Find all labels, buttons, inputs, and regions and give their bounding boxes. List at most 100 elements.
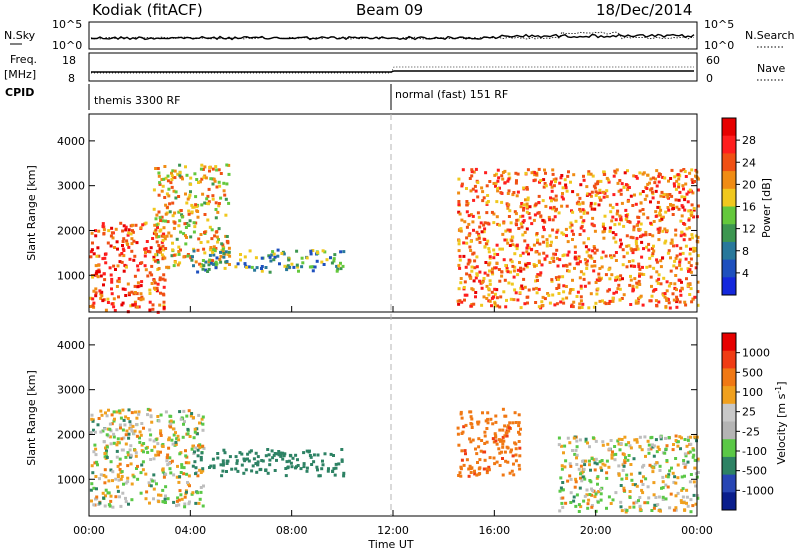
data-cell [590, 505, 594, 509]
data-cell [167, 265, 171, 269]
data-cell [555, 207, 558, 211]
data-cell [315, 465, 319, 469]
data-cell [559, 486, 563, 490]
data-cell [584, 439, 588, 443]
data-cell [541, 199, 545, 203]
data-cell [576, 193, 580, 197]
data-cell [161, 467, 165, 471]
data-cell [465, 241, 469, 245]
data-cell [94, 271, 98, 275]
data-cell [242, 471, 246, 475]
data-cell [634, 299, 638, 303]
data-cell [664, 297, 668, 301]
data-cell [583, 477, 587, 481]
data-cell [618, 287, 622, 291]
data-cell [192, 221, 196, 225]
data-cell [686, 438, 690, 442]
data-cell [635, 285, 639, 289]
data-cell [572, 499, 576, 503]
data-cell [663, 292, 667, 295]
data-cell [121, 247, 125, 251]
data-cell [514, 291, 518, 295]
data-cell [473, 469, 476, 473]
data-cell [558, 181, 562, 185]
data-cell [221, 249, 225, 253]
data-cell [193, 427, 197, 431]
data-cell [655, 169, 659, 173]
data-cell [533, 213, 537, 217]
data-cell [104, 411, 107, 415]
data-cell [135, 467, 138, 470]
data-cell [194, 195, 198, 199]
data-cell [486, 221, 490, 225]
data-cell [686, 282, 690, 286]
data-cell [266, 448, 270, 451]
data-cell [162, 304, 166, 308]
data-cell [512, 275, 516, 279]
data-cell [696, 176, 700, 180]
data-cell [162, 300, 166, 304]
data-cell [676, 173, 680, 177]
data-cell [471, 288, 475, 292]
data-cell [626, 169, 629, 173]
data-cell [98, 501, 102, 505]
data-cell [480, 230, 484, 234]
data-cell [155, 235, 159, 239]
data-cell [608, 229, 612, 233]
data-cell [611, 231, 615, 235]
data-cell [283, 452, 287, 456]
data-cell [234, 455, 238, 459]
data-cell [473, 259, 477, 263]
data-cell [680, 204, 684, 208]
data-cell [500, 450, 503, 454]
data-cell [517, 227, 521, 230]
data-cell [110, 422, 114, 426]
data-cell [637, 499, 640, 503]
data-cell [614, 259, 618, 262]
data-cell [597, 490, 601, 493]
data-cell [630, 478, 634, 482]
data-cell [120, 260, 124, 264]
data-cell [260, 459, 264, 462]
data-cell [174, 190, 178, 194]
data-cell [276, 248, 280, 252]
data-cell [93, 430, 97, 434]
data-cell [469, 471, 473, 474]
data-cell [488, 269, 491, 273]
data-cell [575, 493, 579, 497]
data-cell [624, 443, 628, 447]
data-cell [579, 295, 583, 299]
data-cell [190, 210, 194, 214]
data-cell [207, 202, 210, 206]
data-cell [637, 262, 641, 266]
data-cell [485, 211, 489, 215]
data-cell [646, 182, 650, 186]
data-cell [562, 264, 565, 268]
data-cell [519, 286, 523, 290]
data-cell [188, 219, 192, 223]
data-cell [671, 213, 675, 216]
data-cell [460, 458, 464, 462]
data-cell [94, 447, 98, 451]
data-cell [623, 171, 627, 175]
data-cell [132, 432, 136, 436]
colorbar-swatch [722, 386, 736, 405]
data-cell [504, 229, 508, 233]
data-cell [275, 458, 278, 462]
data-cell [463, 280, 467, 284]
data-cell [498, 464, 502, 467]
data-cell [618, 448, 622, 452]
data-cell [538, 180, 541, 184]
data-cell [566, 436, 570, 440]
data-cell [673, 282, 677, 286]
data-cell [685, 277, 688, 281]
data-cell [621, 263, 625, 267]
data-cell [140, 295, 144, 299]
data-cell [640, 272, 644, 276]
data-cell [155, 223, 159, 227]
data-cell [124, 433, 128, 437]
data-cell [502, 439, 506, 443]
data-cell [470, 170, 474, 174]
data-cell [154, 228, 158, 232]
data-cell [615, 202, 619, 206]
